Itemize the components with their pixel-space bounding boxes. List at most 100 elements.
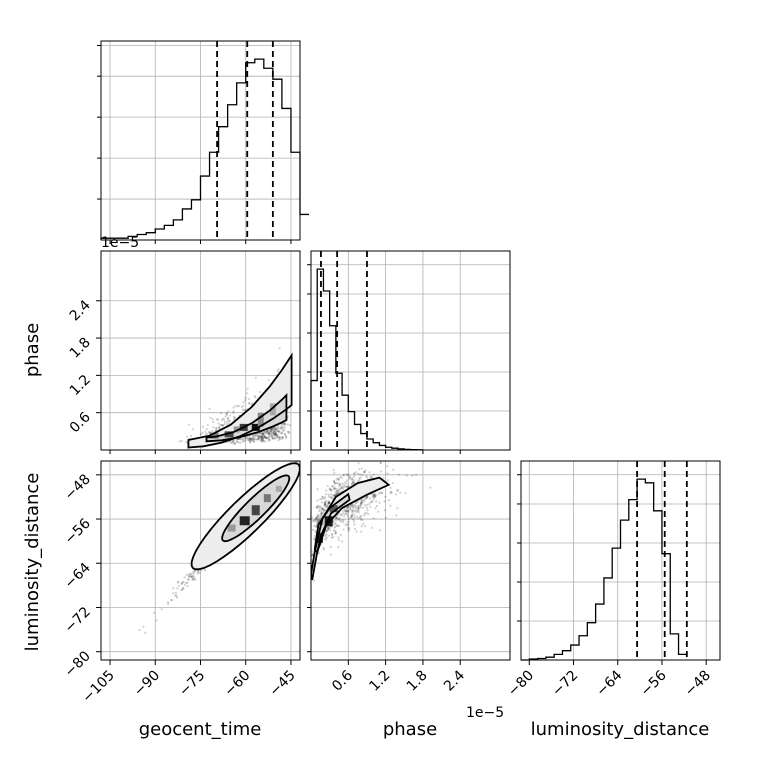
sample-point <box>354 505 358 508</box>
contour-line <box>313 492 351 555</box>
sample-point <box>297 377 299 379</box>
sample-point <box>187 573 190 576</box>
sample-point <box>261 439 265 442</box>
sample-point <box>361 518 364 522</box>
sample-point <box>287 430 290 433</box>
x-tick-label: −60 <box>221 668 253 700</box>
sample-point <box>325 506 328 509</box>
sample-point <box>399 491 402 494</box>
sample-point <box>361 502 364 505</box>
sample-point <box>282 425 285 428</box>
sample-point <box>336 491 339 494</box>
sample-point <box>315 517 318 520</box>
sample-point <box>342 485 345 489</box>
sample-point <box>324 534 327 537</box>
sample-point <box>287 458 289 460</box>
sample-point <box>345 509 349 512</box>
sample-point <box>344 510 348 513</box>
sample-point <box>359 476 362 479</box>
sample-point <box>320 511 324 515</box>
sample-point <box>351 477 354 480</box>
sample-point <box>174 591 178 594</box>
sample-point <box>239 438 242 441</box>
density-cell <box>251 505 260 516</box>
sample-point <box>348 475 351 478</box>
sample-point <box>328 502 331 505</box>
sample-point <box>338 519 341 522</box>
sample-point <box>265 430 269 433</box>
sample-point <box>331 536 334 539</box>
sample-point <box>264 433 267 436</box>
sample-point <box>320 501 323 504</box>
sample-point <box>273 429 276 432</box>
sample-point <box>268 433 271 436</box>
sample-point <box>218 426 221 429</box>
sample-point <box>272 428 275 431</box>
sample-point <box>236 405 239 408</box>
sample-point <box>260 439 264 442</box>
sample-point <box>363 504 367 507</box>
sample-point <box>323 497 326 500</box>
x-tick-label: 2.4 <box>441 667 468 694</box>
sample-point <box>353 503 356 507</box>
panel-frame <box>520 460 721 661</box>
sample-point <box>316 488 319 491</box>
sample-point <box>191 578 194 581</box>
sample-point <box>350 478 353 481</box>
sample-point <box>327 493 330 496</box>
sample-point <box>394 493 398 496</box>
sample-point <box>314 516 318 519</box>
sample-point <box>336 482 339 485</box>
sample-point <box>359 504 362 508</box>
sample-point <box>217 426 221 430</box>
sample-point <box>328 488 332 491</box>
x-axis-label-phase: phase <box>383 719 437 740</box>
sample-point <box>327 501 331 505</box>
sample-point <box>257 435 260 438</box>
sample-point <box>390 491 393 495</box>
sample-point <box>351 514 354 518</box>
sample-point <box>232 406 235 409</box>
sample-point <box>280 435 283 439</box>
sample-point <box>345 472 348 476</box>
sample-point <box>205 432 208 435</box>
sample-point <box>293 458 295 460</box>
sample-point <box>273 429 276 433</box>
sample-point <box>328 501 331 504</box>
sample-point <box>357 504 360 508</box>
sample-point <box>198 571 201 574</box>
sample-point <box>263 435 266 438</box>
sample-point <box>273 427 277 430</box>
sample-point <box>378 491 382 494</box>
sample-point <box>316 516 319 519</box>
sample-point <box>263 435 266 438</box>
sample-point <box>316 514 319 518</box>
sample-point <box>362 498 365 501</box>
sample-point <box>325 505 328 508</box>
sample-point <box>382 477 385 480</box>
sample-point <box>246 438 249 442</box>
sample-point <box>397 473 400 476</box>
sample-point <box>342 528 345 531</box>
sample-point <box>297 439 299 441</box>
sample-point <box>374 495 377 499</box>
sample-point <box>313 534 317 538</box>
panel-frame <box>310 460 511 661</box>
sample-point <box>218 423 222 427</box>
sample-point <box>246 387 249 390</box>
sample-point <box>319 505 322 508</box>
sample-point <box>351 514 354 517</box>
sample-point <box>248 439 251 442</box>
sample-point <box>264 436 267 439</box>
sample-point <box>227 416 230 420</box>
sample-point <box>169 598 173 602</box>
sample-point <box>191 578 195 581</box>
sample-point <box>327 502 330 505</box>
sample-point <box>341 485 344 488</box>
sample-point <box>329 496 332 499</box>
sample-point <box>265 430 268 433</box>
sample-point <box>331 494 334 497</box>
sample-point <box>234 404 237 408</box>
x-axis-label-luminosity-distance: luminosity_distance <box>531 719 710 740</box>
sample-point <box>194 578 197 582</box>
